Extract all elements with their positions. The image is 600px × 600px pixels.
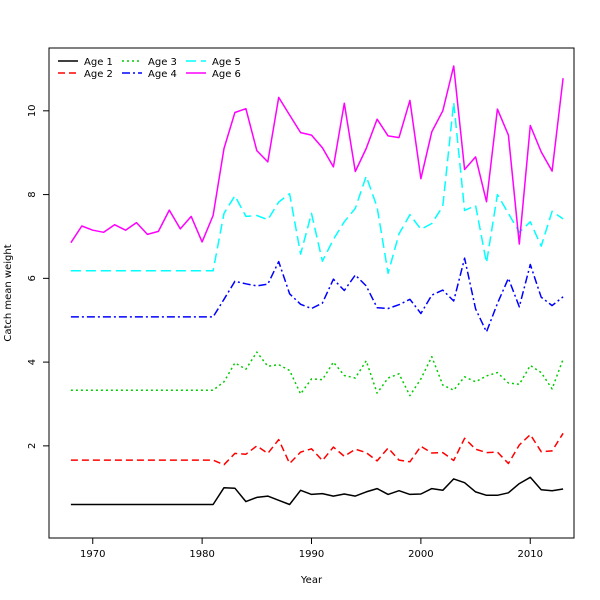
y-axis-title: Catch mean weight bbox=[3, 244, 14, 341]
x-tick-label: 1970 bbox=[80, 549, 105, 560]
y-axis: 2 4 6 8 10 bbox=[27, 104, 49, 449]
x-tick-label: 2010 bbox=[518, 549, 543, 560]
y-tick-label: 2 bbox=[27, 443, 38, 449]
series-line-age-5 bbox=[70, 101, 564, 275]
y-tick-label: 4 bbox=[27, 359, 38, 365]
series-line-age-6 bbox=[70, 65, 564, 245]
y-tick-label: 10 bbox=[27, 104, 38, 117]
x-tick-label: 1990 bbox=[299, 549, 324, 560]
y-tick-label: 6 bbox=[27, 275, 38, 281]
x-axis-title: Year bbox=[300, 575, 323, 586]
series-line-age-3 bbox=[70, 351, 564, 397]
legend-label: Age 4 bbox=[148, 69, 177, 80]
legend-label: Age 3 bbox=[148, 57, 177, 68]
series-line-age-2 bbox=[70, 432, 564, 466]
series-layer bbox=[70, 65, 564, 506]
legend-label: Age 2 bbox=[84, 69, 113, 80]
legend-label: Age 6 bbox=[212, 69, 241, 80]
x-tick-label: 1980 bbox=[189, 549, 214, 560]
legend-label: Age 1 bbox=[84, 57, 113, 68]
series-line-age-1 bbox=[70, 476, 564, 506]
y-tick-label: 8 bbox=[27, 191, 38, 197]
x-tick-label: 2000 bbox=[408, 549, 433, 560]
x-axis: 1970 1980 1990 2000 2010 bbox=[80, 538, 543, 560]
legend-label: Age 5 bbox=[212, 57, 241, 68]
series-line-age-4 bbox=[70, 257, 564, 333]
